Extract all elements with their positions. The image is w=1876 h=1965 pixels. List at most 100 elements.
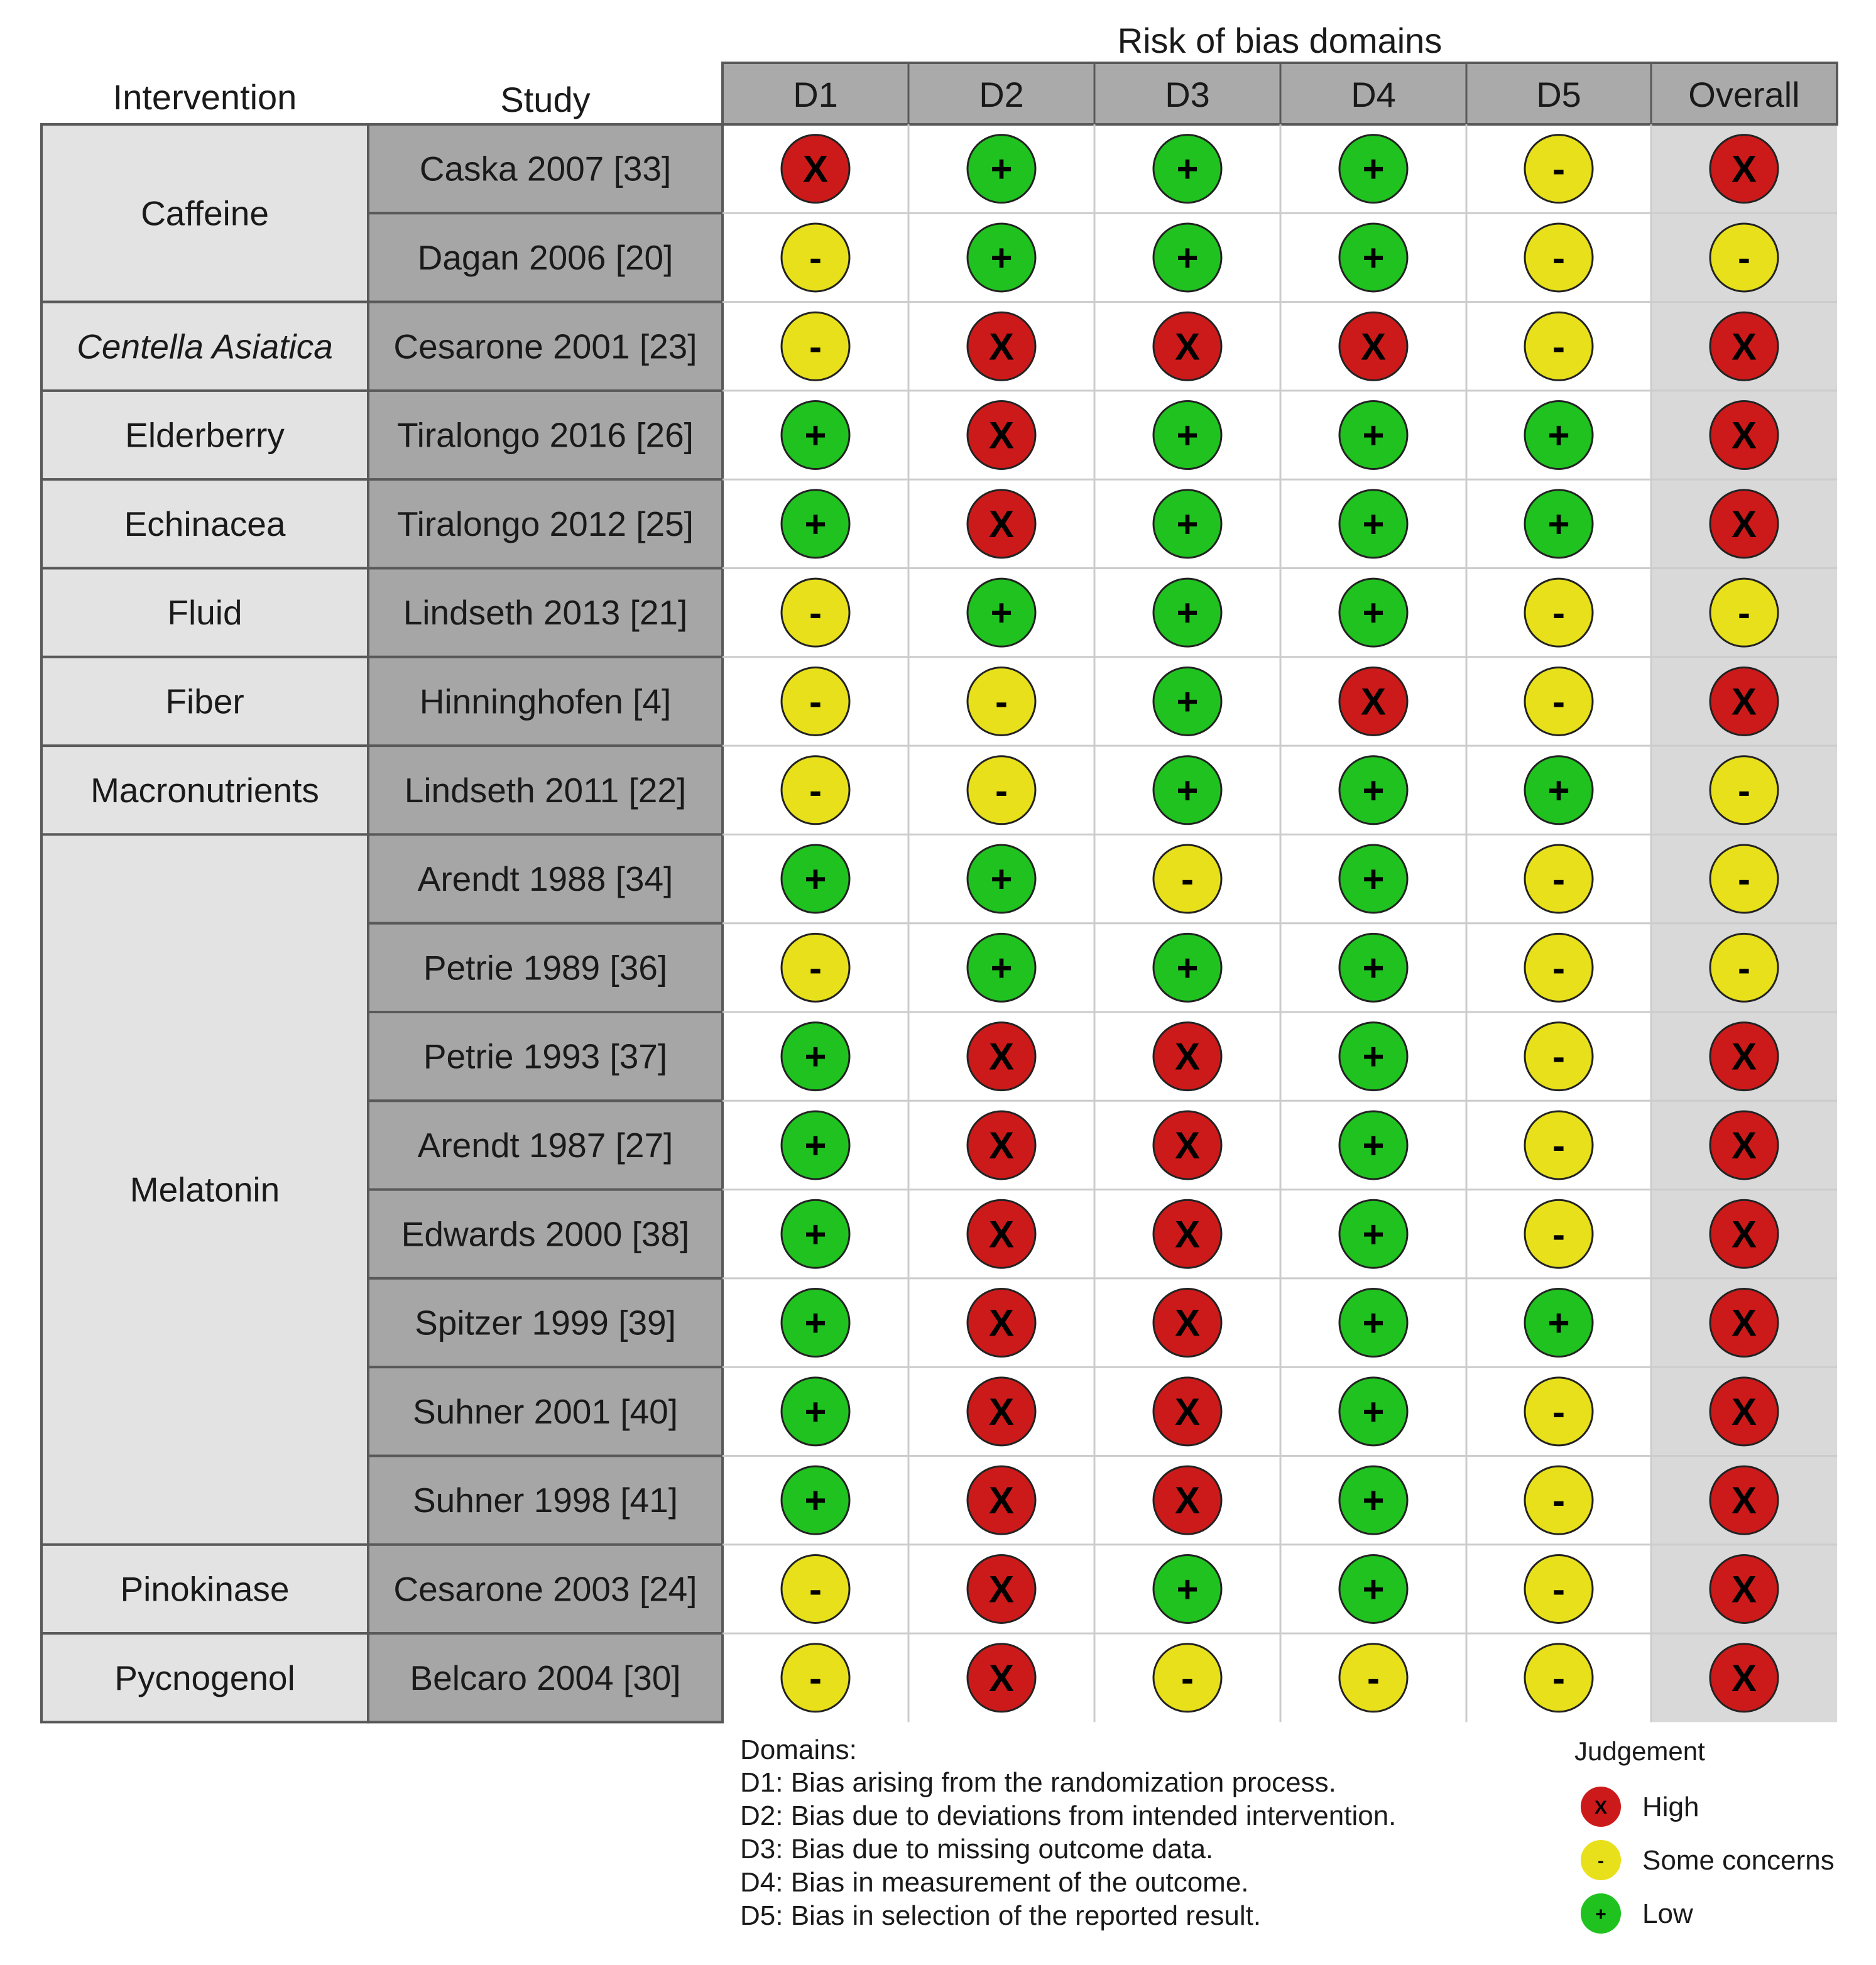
- judgement-symbol: -: [1552, 237, 1565, 279]
- judgement-symbol: +: [990, 237, 1012, 279]
- judgement-marker-low: +: [1338, 755, 1409, 825]
- judgement-symbol: +: [1362, 415, 1384, 457]
- judgement-circle-some: [780, 311, 851, 381]
- judgement-circle-low: [1152, 134, 1223, 204]
- judgement-circle-high: [966, 1110, 1037, 1180]
- judgement-circle-low: [1524, 400, 1594, 471]
- judgement-circle-high: [1152, 1288, 1223, 1358]
- judgement-marker-low: +: [1338, 577, 1409, 648]
- judgement-marker-high: X: [1152, 1110, 1223, 1180]
- judgement-symbol: +: [1547, 770, 1569, 812]
- judgement-legend-some: - Some concerns: [1579, 1839, 1835, 1881]
- judgement-marker-some: -: [780, 1554, 851, 1624]
- judgement-symbol: X: [1175, 1036, 1200, 1078]
- study-cell: [367, 389, 724, 481]
- judgement-symbol: X: [989, 415, 1014, 457]
- judgement-circle-some: [1524, 932, 1594, 1003]
- judgement-marker-high: X: [1152, 1376, 1223, 1447]
- judgement-symbol: X: [989, 1302, 1014, 1344]
- judgement-circle-high: [1709, 1554, 1779, 1624]
- judgement-symbol: +: [804, 1302, 826, 1344]
- judgement-marker-low: +: [966, 577, 1037, 648]
- judgement-circle-low: [780, 1288, 851, 1358]
- judgement-marker-high: X: [1709, 1021, 1779, 1092]
- judgement-marker-high: X: [966, 1643, 1037, 1713]
- judgement-symbol: X: [1731, 680, 1757, 722]
- judgement-circle-low: [1152, 400, 1223, 471]
- study-label: Cesarone 2001 [23]: [393, 327, 697, 366]
- judgement-symbol: +: [1362, 947, 1384, 989]
- judgement-circle-some: [780, 666, 851, 736]
- judgement-symbol: X: [1175, 1391, 1200, 1433]
- judgement-marker-some: -: [1524, 577, 1594, 648]
- judgement-marker-some: -: [1524, 222, 1594, 293]
- judgement-marker-low: +: [780, 1376, 851, 1447]
- judgement-marker-low: +: [780, 844, 851, 914]
- judgement-circle-some: [1524, 1110, 1594, 1180]
- judgement-marker-high: X: [1152, 1288, 1223, 1358]
- judgement-symbol: +: [804, 1391, 826, 1433]
- judgement-circle-high: [966, 1643, 1037, 1713]
- judgement-circle-low: [1338, 844, 1409, 914]
- judgement-circle-high: [1338, 311, 1409, 381]
- judgement-symbol: X: [989, 1213, 1014, 1255]
- judgement-circle-some: [1524, 1465, 1594, 1535]
- legend-symbol: +: [1595, 1904, 1606, 1925]
- judgement-marker-some: -: [780, 1643, 851, 1713]
- legend-circle-low: [1579, 1892, 1622, 1935]
- intervention-label: Echinacea: [124, 504, 286, 543]
- judgement-marker-low: +: [966, 844, 1037, 914]
- judgement-symbol: +: [804, 1213, 826, 1255]
- study-cell: [367, 1011, 724, 1102]
- study-cell: [367, 478, 724, 570]
- intervention-header: Intervention: [113, 77, 297, 117]
- judgement-symbol: X: [989, 1657, 1014, 1699]
- judgement-symbol: +: [1362, 1479, 1384, 1521]
- study-cell: [367, 567, 724, 658]
- intervention-label: Macronutrients: [90, 771, 319, 810]
- domains-legend-item: D4: Bias in measurement of the outcome.: [740, 1867, 1249, 1898]
- judgement-symbol: X: [1731, 1036, 1757, 1078]
- study-label: Arendt 1987 [27]: [418, 1126, 674, 1165]
- judgement-circle-some: [1524, 1199, 1594, 1269]
- judgement-circle-high: [1152, 1465, 1223, 1535]
- judgement-symbol: +: [1547, 1302, 1569, 1344]
- study-label: Hinninghofen [4]: [420, 682, 672, 721]
- study-header: Study: [500, 80, 590, 119]
- judgement-symbol: +: [1176, 770, 1198, 812]
- judgement-circle-some: [1709, 844, 1779, 914]
- judgement-marker-low: +: [1338, 1199, 1409, 1269]
- judgement-marker-high: X: [1709, 1376, 1779, 1447]
- judgement-marker-low: +: [1152, 577, 1223, 648]
- judgement-circle-high: [1709, 134, 1779, 204]
- judgement-symbol: X: [1731, 1124, 1757, 1167]
- judgement-marker-low: +: [1524, 1288, 1594, 1358]
- judgement-circle-high: [1709, 1021, 1779, 1092]
- judgement-marker-low: +: [1338, 1376, 1409, 1447]
- judgement-marker-high: X: [966, 1376, 1037, 1447]
- judgement-symbol: X: [989, 1568, 1014, 1610]
- judgement-marker-low: +: [1338, 844, 1409, 914]
- judgement-circle-high: [966, 1554, 1037, 1624]
- judgement-marker-low: +: [780, 1021, 851, 1092]
- judgement-marker-low: +: [1152, 932, 1223, 1003]
- judgement-symbol: +: [1176, 947, 1198, 989]
- judgement-symbol: +: [1362, 1213, 1384, 1255]
- study-cell: [367, 833, 724, 925]
- judgement-circle-low: [966, 844, 1037, 914]
- judgement-symbol: +: [1362, 237, 1384, 279]
- study-label: Dagan 2006 [20]: [418, 238, 674, 277]
- judgement-circle-low: [780, 1465, 851, 1535]
- judgement-marker-low: +: [780, 1465, 851, 1535]
- judgement-marker-high: X: [1709, 1643, 1779, 1713]
- domain-header-overall: Overall: [1688, 75, 1799, 114]
- judgement-marker-some: -: [1152, 844, 1223, 914]
- judgement-marker-high: X: [1709, 489, 1779, 559]
- judgement-symbol: +: [1176, 237, 1198, 279]
- judgement-marker-some: -: [1709, 932, 1779, 1003]
- judgement-symbol: +: [804, 503, 826, 545]
- judgement-marker-low: +: [780, 1110, 851, 1180]
- judgement-symbol: X: [1175, 1479, 1200, 1521]
- intervention-cell: [40, 478, 369, 570]
- judgement-symbol: -: [1367, 1657, 1380, 1699]
